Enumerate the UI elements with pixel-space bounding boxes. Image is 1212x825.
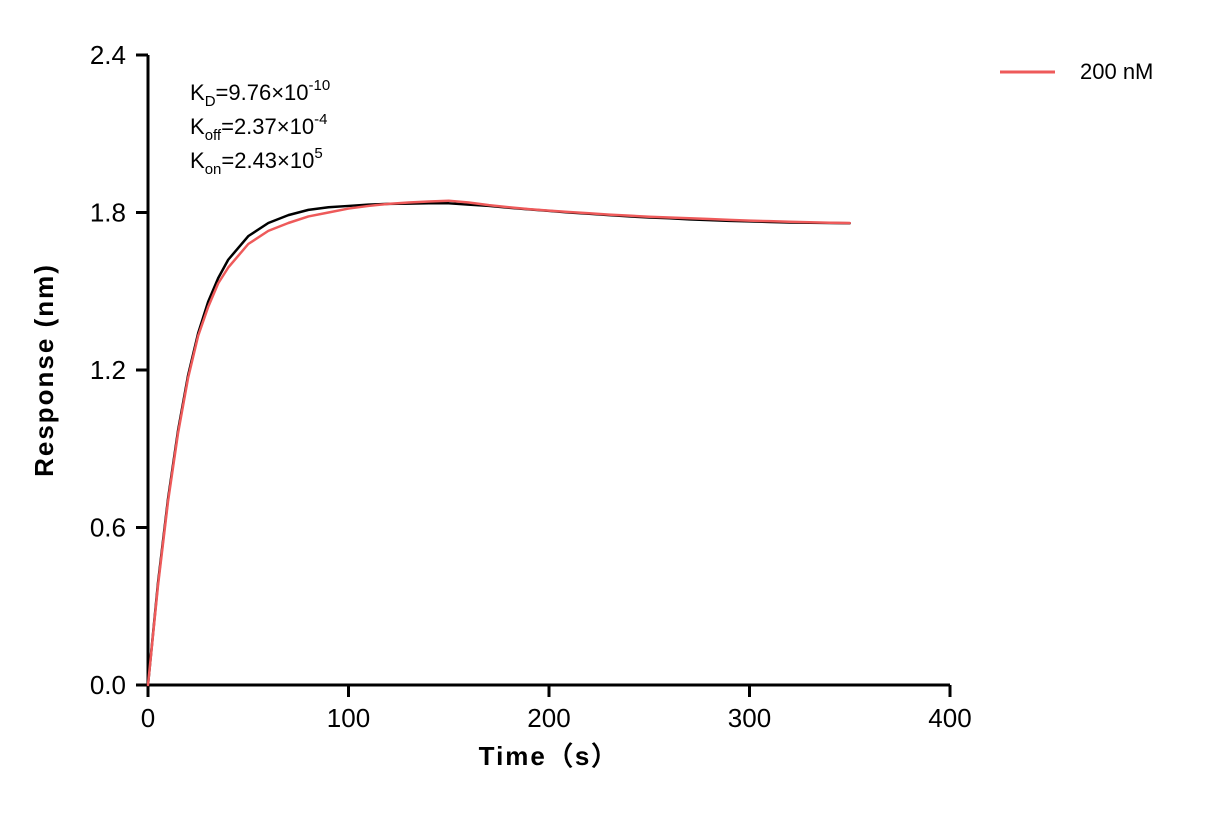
x-tick-label: 100 [327,703,370,733]
y-tick-label: 2.4 [90,40,126,70]
y-tick-label: 1.8 [90,198,126,228]
y-tick-label: 0.6 [90,513,126,543]
y-tick-label: 0.0 [90,670,126,700]
legend-label: 200 nM [1080,59,1153,84]
binding-kinetics-chart: 0 100 200 300 400 0.0 0.6 1.2 1.8 2.4 Time（s） Respo… [0,0,1212,825]
x-tick-label: 400 [928,703,971,733]
x-tick-label: 200 [527,703,570,733]
x-tick-label: 300 [728,703,771,733]
x-axis-label: Time（s） [479,741,620,771]
chart-svg: 0 100 200 300 400 0.0 0.6 1.2 1.8 2.4 Time（s） Respo… [0,0,1212,825]
y-axis-label: Response (nm) [29,263,59,477]
y-tick-label: 1.2 [90,355,126,385]
x-tick-label: 0 [141,703,155,733]
